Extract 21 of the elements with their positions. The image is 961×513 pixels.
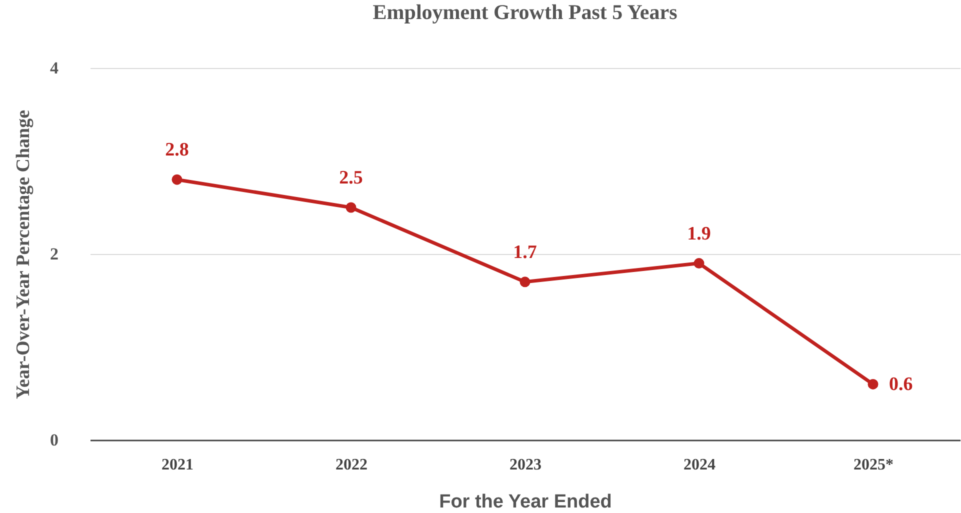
x-tick-label: 2022 (336, 456, 368, 474)
chart-title: Employment Growth Past 5 Years (372, 0, 678, 24)
data-label: 2.5 (339, 168, 363, 188)
point (868, 378, 878, 390)
x-tick-label: 2023 (510, 456, 542, 474)
x-axis-title: For the Year Ended (439, 492, 612, 512)
data-label: 0.6 (889, 374, 913, 396)
y-tick-label: 2 (50, 244, 58, 264)
point (694, 258, 704, 269)
x-tick-label: 2021 (162, 456, 194, 474)
x-tick-label: 2025* (854, 456, 894, 474)
y-tick-label: 4 (50, 58, 59, 78)
y-tick-label: 0 (50, 430, 58, 450)
data-label: 2.8 (165, 140, 189, 161)
y-axis-title: Year-Over-Year Percentage Change (13, 110, 34, 400)
data-label: 1.9 (687, 223, 711, 244)
point (520, 276, 530, 288)
point (346, 202, 356, 213)
data-label: 1.7 (513, 242, 538, 263)
x-tick-label: 2024 (684, 456, 716, 474)
point (172, 174, 182, 185)
